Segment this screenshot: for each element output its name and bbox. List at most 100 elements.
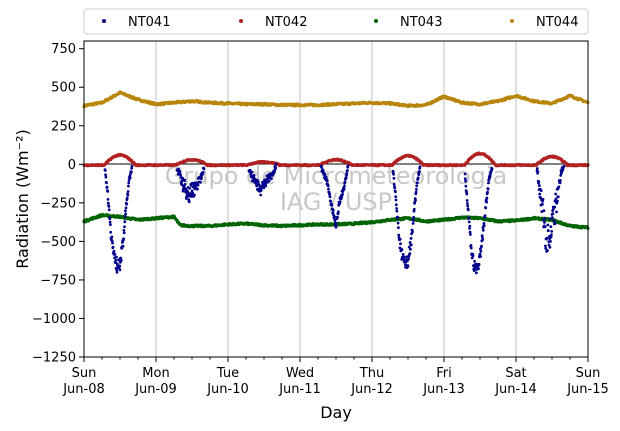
- y-tick-label: −750: [40, 273, 76, 288]
- nt041-point: [180, 179, 184, 183]
- nt041-point: [119, 259, 123, 262]
- legend-label-nt042: NT042: [265, 15, 307, 30]
- nt041-point: [118, 264, 122, 268]
- y-tick-label: −250: [40, 196, 76, 211]
- nt041-point: [111, 241, 114, 245]
- nt041-point: [553, 222, 557, 225]
- nt041-point: [320, 166, 323, 169]
- nt041-point: [482, 224, 486, 228]
- nt041-point: [336, 215, 339, 219]
- nt041-point: [549, 235, 553, 239]
- nt041-point: [108, 217, 112, 221]
- nt041-point: [559, 179, 562, 182]
- nt041-point: [415, 184, 419, 188]
- nt041-point: [536, 170, 540, 174]
- series-nt044: [82, 90, 590, 109]
- nt041-point: [554, 197, 558, 201]
- legend-box: [83, 8, 589, 35]
- nt041-point: [122, 231, 126, 235]
- nt041-point: [188, 186, 192, 190]
- nt041-point: [130, 164, 134, 168]
- legend: NT041 NT042 NT043 NT044: [83, 8, 589, 35]
- y-tick-label: 0: [68, 158, 76, 173]
- nt041-point: [392, 182, 396, 186]
- nt041-point: [126, 193, 130, 197]
- y-tick-label: −500: [40, 235, 76, 250]
- y-axis: −1250 −1000 −750 −500 −250 0 250 500 750: [32, 42, 84, 366]
- nt041-point: [191, 191, 195, 195]
- nt041-point: [543, 217, 547, 220]
- nt041-point: [117, 258, 121, 262]
- nt041-point: [466, 202, 469, 205]
- nt041-point: [549, 225, 553, 229]
- nt041-point: [338, 200, 342, 204]
- nt041-point: [540, 210, 544, 214]
- nt041-point: [106, 190, 110, 193]
- nt041-point: [394, 195, 398, 199]
- nt041-point: [548, 245, 552, 249]
- nt041-point: [115, 255, 118, 259]
- nt041-point: [331, 208, 335, 212]
- nt041-point: [337, 210, 340, 214]
- nt041-point: [341, 193, 344, 196]
- nt041-point: [187, 200, 191, 204]
- nt041-point: [546, 223, 550, 227]
- grid-lines: [155, 41, 517, 357]
- nt041-point: [473, 259, 476, 263]
- nt041-point: [123, 220, 127, 224]
- nt041-point: [186, 194, 189, 198]
- nt041-point: [178, 170, 182, 173]
- nt041-point: [465, 192, 469, 196]
- nt041-point: [114, 258, 118, 262]
- x-tick-label-date: Jun-15: [566, 382, 609, 397]
- nt041-point: [124, 209, 127, 213]
- nt041-point: [409, 247, 412, 251]
- nt041-point: [397, 233, 401, 237]
- nt041-point: [391, 169, 395, 173]
- nt041-point: [557, 185, 561, 189]
- nt041-point: [334, 222, 338, 226]
- nt041-point: [270, 177, 273, 181]
- nt041-point: [411, 230, 414, 234]
- nt041-point: [183, 178, 187, 182]
- nt041-point: [274, 162, 278, 166]
- nt041-point: [103, 169, 107, 172]
- nt041-point: [126, 184, 130, 188]
- legend-label-nt044: NT044: [536, 15, 578, 30]
- nt041-point: [478, 252, 482, 256]
- nt041-point: [202, 167, 206, 171]
- nt041-point: [121, 244, 125, 248]
- nt041-point: [199, 180, 202, 184]
- nt041-point: [333, 215, 336, 218]
- nt041-point: [560, 171, 563, 174]
- nt041-point: [468, 227, 471, 230]
- nt041-point: [544, 247, 548, 250]
- nt041-point: [539, 189, 543, 193]
- nt041-point: [485, 196, 489, 200]
- nt041-point: [408, 252, 412, 256]
- nt041-point: [328, 195, 332, 199]
- nt041-point: [544, 244, 547, 248]
- nt041-point: [128, 174, 132, 178]
- y-tick-label: 250: [51, 119, 76, 134]
- x-tick-label-day: Mon: [142, 366, 169, 381]
- nt041-point: [201, 171, 205, 174]
- legend-marker-nt041: [102, 19, 106, 23]
- nt041-point: [123, 215, 127, 218]
- nt041-point: [541, 203, 544, 206]
- nt041-point: [250, 170, 254, 174]
- nt041-point: [107, 208, 111, 212]
- nt041-point: [418, 165, 422, 169]
- nt041-point: [414, 198, 417, 202]
- nt041-point: [130, 170, 133, 174]
- nt041-point: [398, 237, 402, 241]
- x-tick-label-date: Jun-14: [494, 382, 537, 397]
- nt041-point: [106, 201, 110, 205]
- nt041-point: [412, 219, 415, 222]
- nt041-point: [548, 217, 552, 221]
- nt041-point: [482, 222, 486, 225]
- nt041-point: [394, 203, 398, 207]
- x-tick-label-date: Jun-11: [278, 382, 321, 397]
- nt041-point: [106, 198, 110, 201]
